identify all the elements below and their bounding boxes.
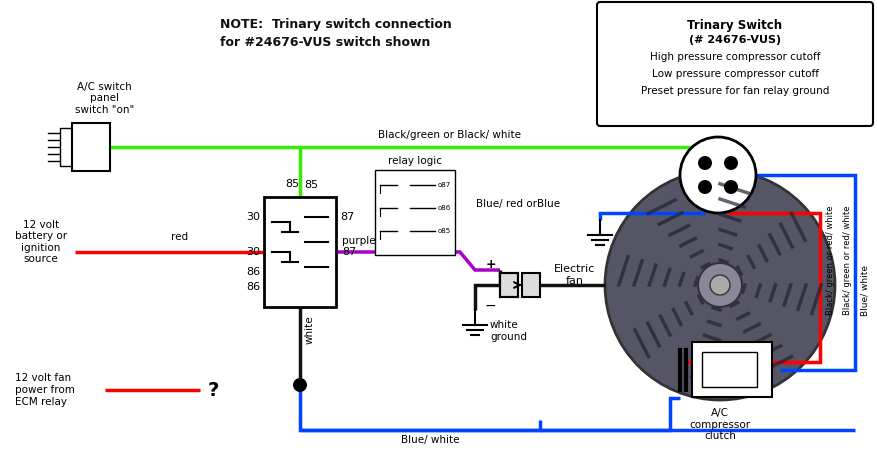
Text: purple: purple bbox=[342, 236, 375, 246]
Text: NOTE:  Trinary switch connection: NOTE: Trinary switch connection bbox=[220, 18, 452, 31]
FancyBboxPatch shape bbox=[500, 273, 518, 297]
Text: relay logic: relay logic bbox=[388, 156, 442, 166]
Circle shape bbox=[710, 275, 730, 295]
Circle shape bbox=[605, 170, 835, 400]
Text: ?: ? bbox=[208, 380, 219, 400]
FancyBboxPatch shape bbox=[522, 273, 540, 297]
FancyBboxPatch shape bbox=[692, 342, 772, 397]
Text: o87: o87 bbox=[438, 182, 452, 188]
Text: A/C
compressor
clutch: A/C compressor clutch bbox=[689, 408, 751, 441]
Text: +: + bbox=[485, 258, 496, 271]
Text: 30: 30 bbox=[246, 212, 260, 222]
Text: A/C switch
panel
switch "on": A/C switch panel switch "on" bbox=[75, 82, 134, 115]
Text: Blue/ white: Blue/ white bbox=[401, 435, 460, 445]
Text: −: − bbox=[484, 299, 496, 313]
Text: o86: o86 bbox=[438, 205, 452, 211]
Text: 30: 30 bbox=[246, 247, 260, 257]
FancyBboxPatch shape bbox=[375, 170, 455, 255]
Text: 12 volt fan
power from
ECM relay: 12 volt fan power from ECM relay bbox=[15, 373, 75, 407]
Text: 12 volt
battery or
ignition
source: 12 volt battery or ignition source bbox=[15, 219, 68, 264]
FancyBboxPatch shape bbox=[597, 2, 873, 126]
Text: for #24676-VUS switch shown: for #24676-VUS switch shown bbox=[220, 36, 431, 49]
Text: 85: 85 bbox=[285, 179, 299, 189]
Text: Low pressure compressor cutoff: Low pressure compressor cutoff bbox=[652, 69, 818, 79]
Text: Black/green or Black/ white: Black/green or Black/ white bbox=[379, 130, 522, 140]
Text: (# 24676-VUS): (# 24676-VUS) bbox=[689, 35, 781, 45]
Text: High pressure compressor cutoff: High pressure compressor cutoff bbox=[650, 52, 820, 62]
Text: 86: 86 bbox=[246, 267, 260, 277]
Text: 86: 86 bbox=[246, 282, 260, 292]
Text: 87: 87 bbox=[342, 247, 356, 257]
Text: white: white bbox=[305, 315, 315, 344]
FancyBboxPatch shape bbox=[72, 123, 110, 171]
FancyBboxPatch shape bbox=[60, 128, 72, 166]
Text: 87: 87 bbox=[340, 212, 354, 222]
Circle shape bbox=[724, 180, 738, 194]
Text: Blue/ white: Blue/ white bbox=[860, 264, 869, 315]
Circle shape bbox=[698, 156, 712, 170]
Circle shape bbox=[698, 263, 742, 307]
FancyBboxPatch shape bbox=[702, 352, 757, 387]
Circle shape bbox=[698, 180, 712, 194]
Text: Preset pressure for fan relay ground: Preset pressure for fan relay ground bbox=[641, 86, 829, 96]
Circle shape bbox=[680, 137, 756, 213]
Text: white
ground: white ground bbox=[490, 320, 527, 342]
Text: o85: o85 bbox=[438, 228, 451, 234]
Text: red: red bbox=[171, 232, 189, 242]
Text: Blue/ red orBlue: Blue/ red orBlue bbox=[476, 199, 560, 209]
Text: Trinary Switch: Trinary Switch bbox=[688, 19, 782, 32]
Text: Electric
fan: Electric fan bbox=[553, 264, 595, 286]
FancyBboxPatch shape bbox=[264, 197, 336, 307]
Circle shape bbox=[724, 156, 738, 170]
Circle shape bbox=[293, 378, 307, 392]
Text: Black/ green or red/ white: Black/ green or red/ white bbox=[826, 205, 835, 315]
Text: 85: 85 bbox=[304, 180, 318, 190]
Text: Black/ green or red/ white: Black/ green or red/ white bbox=[843, 205, 852, 315]
